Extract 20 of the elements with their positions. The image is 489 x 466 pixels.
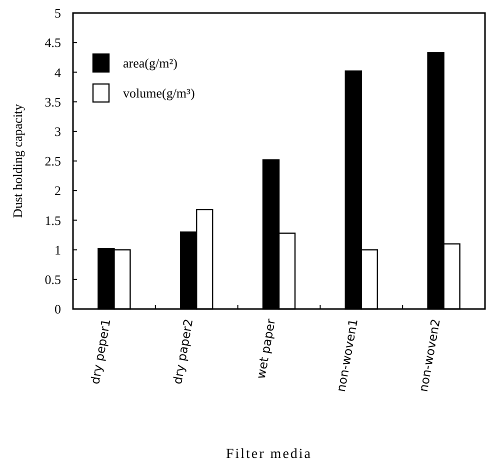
legend-label: area(g/m²) (123, 56, 178, 71)
y-tick-label: 4 (54, 64, 62, 80)
y-axis-title: Dust holding capacity (10, 103, 25, 218)
y-tick-label: 0.5 (44, 272, 61, 287)
x-tick-label: wet paper (254, 318, 278, 380)
y-tick-label: 1 (54, 242, 61, 258)
y-tick-label: 5 (54, 6, 61, 21)
y-tick-label: 2.5 (44, 154, 61, 169)
y-tick-label: 0 (54, 302, 61, 317)
y-tick-label: 3 (54, 124, 61, 139)
y-tick-label: 2 (54, 183, 61, 198)
y-tick-label: 1.5 (44, 212, 61, 228)
x-tick-label: dry paper2 (170, 318, 196, 386)
x-axis-title: Filter media (226, 447, 312, 462)
y-tick-label: 4.5 (44, 35, 61, 50)
y-tick-label: 3.5 (44, 94, 61, 110)
x-tick-label: non-woven1 (334, 318, 360, 393)
legend-label: volume(g/m³) (123, 86, 195, 101)
x-tick-label: non-woven2 (416, 318, 443, 393)
x-tick-label: dry peper1 (88, 318, 114, 386)
